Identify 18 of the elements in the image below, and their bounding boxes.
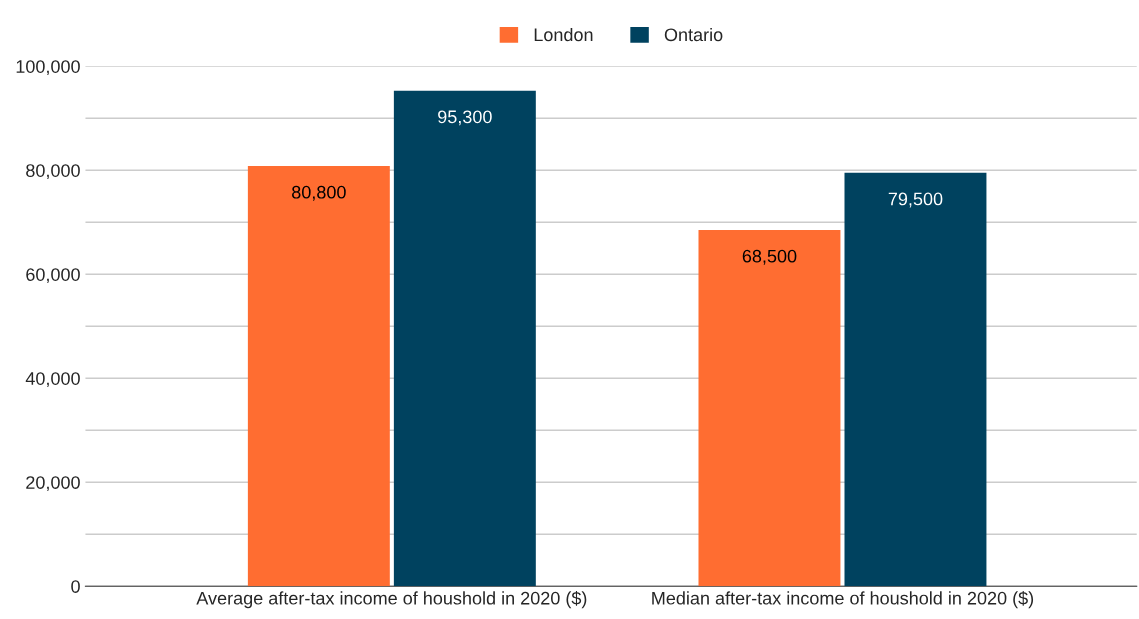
bar [844,172,987,587]
bar [393,90,536,587]
y-tick-label: 20,000 [26,476,80,492]
data-label: 79,500 [888,192,943,208]
bar [247,166,390,587]
y-tick-label: 80,000 [26,164,80,180]
data-label: 95,300 [438,110,492,126]
y-tick-label: 40,000 [25,372,80,388]
data-label: 68,500 [742,249,797,265]
x-tick-label: Median after-tax income of houshold in 2020 ($) [652,591,1034,609]
y-tick-label: 100,000 [16,60,80,76]
y-tick-label: 0 [71,580,80,593]
data-label: 80,800 [292,185,346,201]
x-tick-label: Average after-tax income of houshold in 2020 ($) [196,591,587,609]
legend-label: Ontario [664,27,723,42]
bar [698,230,841,587]
y-tick-label: 60,000 [26,268,80,284]
legend-label: London [534,27,593,42]
